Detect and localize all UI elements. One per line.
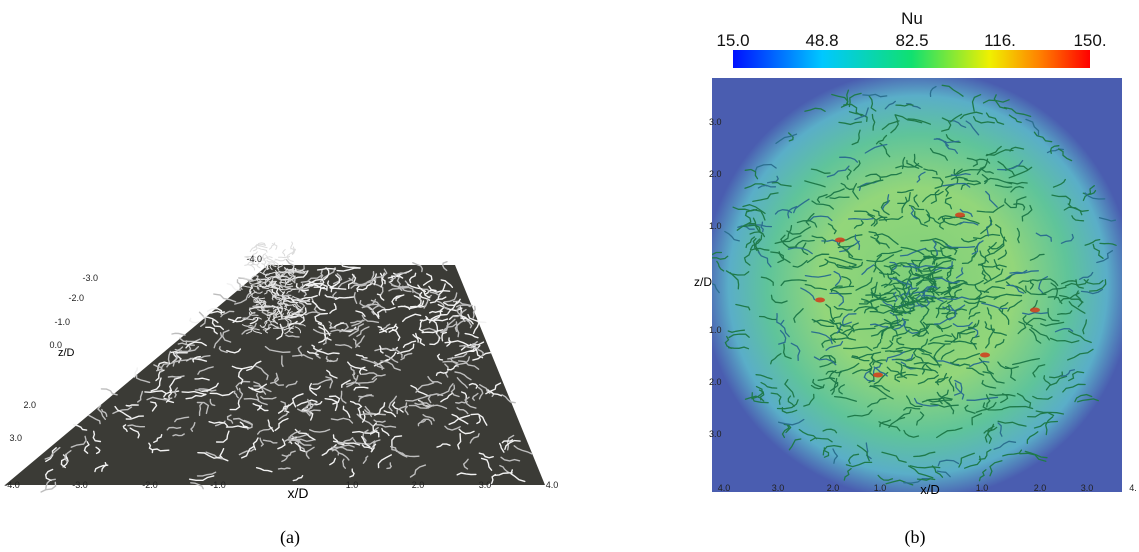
colorbar-tick-label: 82.5 bbox=[895, 31, 928, 50]
caption: (a) bbox=[280, 527, 300, 548]
filament bbox=[291, 242, 293, 249]
z-tick-label: 3.0 bbox=[709, 117, 722, 127]
hot-spot bbox=[873, 373, 883, 378]
x-tick-label: 3.0 bbox=[1081, 483, 1094, 493]
x-tick-label: 4.0 bbox=[718, 483, 731, 493]
x-tick-label: 4. bbox=[1129, 483, 1137, 493]
hot-spot bbox=[1030, 308, 1040, 313]
z-tick-label: -4.0 bbox=[246, 254, 262, 264]
figure: (a) x/D z/D Nu (b) x/D z/D -4.0-3.0-2.0-… bbox=[0, 0, 1139, 552]
filament bbox=[279, 255, 289, 258]
colorbar-tick-label: 150. bbox=[1073, 31, 1106, 50]
x-tick-label: -2.0 bbox=[142, 480, 158, 490]
z-tick-label: 2.0 bbox=[709, 377, 722, 387]
x-axis-label: x/D bbox=[920, 482, 940, 497]
hot-spot bbox=[955, 213, 965, 218]
filament bbox=[849, 219, 874, 220]
x-tick-label: -4.0 bbox=[4, 480, 20, 490]
filament bbox=[190, 318, 199, 322]
hot-spot bbox=[835, 238, 845, 243]
colorbar-tick-label: 48.8 bbox=[805, 31, 838, 50]
colorbar-title: Nu bbox=[901, 9, 923, 28]
filament bbox=[288, 256, 294, 261]
x-tick-label: 2.0 bbox=[412, 480, 425, 490]
x-tick-label: 3.0 bbox=[479, 480, 492, 490]
colorbar-tick-label: 15.0 bbox=[716, 31, 749, 50]
x-tick-label: -3.0 bbox=[72, 480, 88, 490]
x-axis-label: x/D bbox=[288, 485, 309, 501]
z-tick-label: -3.0 bbox=[82, 273, 98, 283]
z-tick-label: -1.0 bbox=[54, 317, 70, 327]
x-tick-label: 2.0 bbox=[827, 483, 840, 493]
z-tick-label: 1.0 bbox=[709, 221, 722, 231]
z-axis-label: z/D bbox=[694, 275, 712, 289]
z-tick-label: 0.0 bbox=[49, 340, 62, 350]
z-tick-label: 3.0 bbox=[9, 433, 22, 443]
filament bbox=[259, 248, 267, 252]
filament bbox=[238, 280, 243, 290]
x-tick-label: 1.0 bbox=[874, 483, 887, 493]
filament bbox=[227, 284, 240, 290]
z-tick-label: 3.0 bbox=[709, 429, 722, 439]
filament bbox=[283, 250, 286, 257]
x-tick-label: 3.0 bbox=[772, 483, 785, 493]
z-tick-label: 1.0 bbox=[709, 325, 722, 335]
caption: (b) bbox=[905, 527, 926, 548]
colorbar bbox=[733, 50, 1090, 68]
hot-spot bbox=[815, 298, 825, 303]
filament bbox=[172, 333, 185, 335]
colorbar-tick-label: 116. bbox=[984, 31, 1016, 50]
x-tick-label: -1.0 bbox=[210, 480, 226, 490]
x-tick-label: 1.0 bbox=[976, 483, 989, 493]
z-tick-label: 2.0 bbox=[709, 169, 722, 179]
filament bbox=[248, 265, 254, 270]
x-tick-label: 1.0 bbox=[346, 480, 359, 490]
z-tick-label: 2.0 bbox=[23, 400, 36, 410]
filament bbox=[101, 389, 117, 395]
x-tick-label: 2.0 bbox=[1034, 483, 1047, 493]
x-tick-label: 4.0 bbox=[546, 480, 559, 490]
hot-spot bbox=[980, 353, 990, 358]
z-tick-label: -2.0 bbox=[68, 293, 84, 303]
